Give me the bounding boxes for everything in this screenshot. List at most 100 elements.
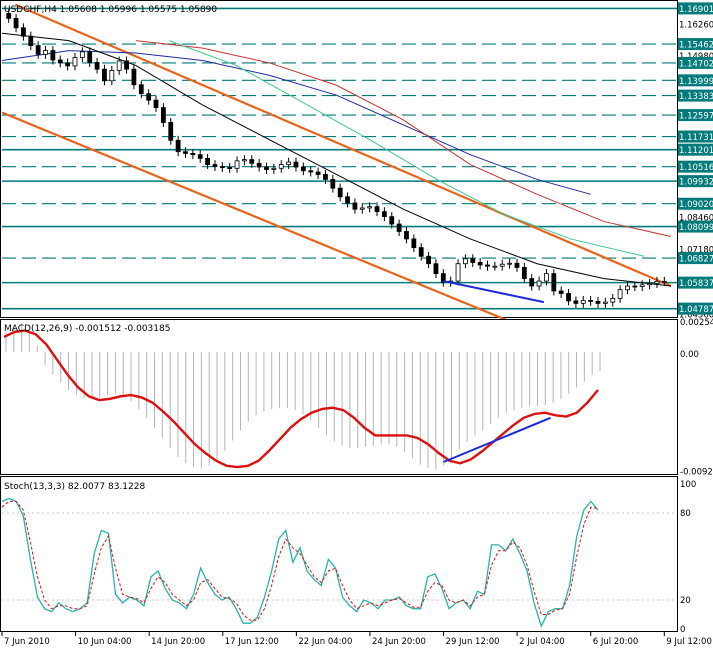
candle-body [227,167,233,169]
level-tag-bg [678,276,713,289]
candle-body [632,285,638,288]
candle-body [183,151,188,154]
candle-body [87,51,93,63]
level-tag-bg [678,197,713,210]
candle-body [323,174,328,180]
level-tag-bg [678,302,713,315]
level-tag-label: 1.11201 [679,146,713,156]
stoch-y-axis: 100 80 20 0 [680,480,696,635]
candle-body [160,107,166,123]
macd-histogram [5,323,601,470]
candle-body [271,167,277,170]
candle-body [389,216,395,225]
candle-body [57,59,63,64]
macd-signal-line [3,329,599,469]
level-tag-label: 1.15462 [679,41,713,51]
candle-body [21,27,26,37]
ma-green-line [169,40,645,257]
stoch-tick-label: 20 [680,596,691,606]
time-tick-label: 24 Jun 20:00 [372,637,426,647]
macd-y-axis: 0.00254 0.00 -0.00929 [680,318,713,477]
candle-body [293,161,299,168]
candle-body [551,273,557,292]
candle-body [352,202,358,210]
candle-body [536,280,542,287]
level-tag-label: 1.13999 [679,77,713,87]
candle-body [514,262,520,268]
candle-body [359,207,365,210]
candle-body [197,154,203,159]
time-tick-label: 9 Jul 12:00 [666,637,712,647]
time-tick-label: 7 Jun 2010 [4,637,50,647]
time-axis: 7 Jun 2010 10 Jun 04:00 14 Jun 20:00 17 Jun… [1,632,712,647]
level-tag-label: 1.13383 [679,92,713,102]
candle-body [13,17,19,29]
candle-body [499,263,505,267]
price-pane: USDCHF,H4 1.05608 1.05996 1.05575 1.0589… [0,0,713,389]
candle-body [602,301,608,304]
candle-body [573,300,579,304]
level-tag-bg [678,56,713,69]
level-tag-label: 1.06827 [679,255,713,265]
moving-averages [1,32,672,287]
stoch-main-line [1,497,599,628]
candle-body [558,290,564,294]
time-tick-label: 14 Jun 20:00 [151,637,205,647]
candle-body [168,122,174,141]
level-tag-bg [678,143,713,156]
candle-body [418,247,424,257]
time-tick-label: 10 Jun 04:00 [78,637,132,647]
candle-body [6,12,12,19]
candle-body [374,206,380,213]
candle-body [426,255,431,265]
level-tag-bg [678,252,713,265]
candle-body [661,280,667,283]
candle-body [35,45,41,55]
candle-body [249,159,255,164]
candle-body [566,293,571,302]
candle-body [647,283,652,286]
candle-body [50,50,56,61]
macd-pane: MACD(12,26,9) -0.001512 -0.003185 0.0025… [0,318,713,477]
candle-body [433,263,439,275]
candle-body [278,164,284,169]
candle-body [595,300,601,304]
candle-body [212,164,218,167]
time-tick-label: 22 Jun 04:00 [298,637,352,647]
candle-body [286,161,292,165]
ma-red-line [135,40,672,237]
candle-body [529,278,535,287]
candle-body [109,69,115,82]
candle-body [315,171,321,175]
candle-body [367,206,373,209]
candle-body [544,273,549,282]
candle-body [242,159,247,162]
ma-black-line [1,32,672,287]
level-tag-label: 1.09932 [679,178,713,188]
candle-body [153,99,159,108]
level-tag-label: 1.16901 [679,5,713,15]
candle-body [492,265,498,268]
candle-body [300,166,306,172]
level-tag-bg [678,89,713,102]
macd-tick-label: -0.00929 [680,467,713,477]
candle-body [521,267,527,279]
candle-body [330,179,336,189]
level-tag-bg [678,130,713,143]
price-divergence [443,280,545,304]
level-tag-label: 1.04787 [679,305,713,315]
level-tag-bg [678,2,713,15]
candle-body [102,68,107,82]
time-tick-label: 17 Jun 12:00 [225,637,279,647]
candle-body [190,153,196,156]
candle-body [205,157,210,165]
level-tag-label: 1.09020 [679,200,713,210]
candle-body [617,289,623,299]
macd-tick-label: 0.00 [680,350,699,360]
candle-body [234,160,240,169]
candle-body [404,231,409,240]
price-tick-label: 1.04560 [679,310,713,320]
candle-body [639,284,645,287]
level-tag-label: 1.11731 [679,133,713,143]
level-tags: 1.16901 1.15462 1.14702 1.13999 1.13383 1.125… [678,2,713,315]
